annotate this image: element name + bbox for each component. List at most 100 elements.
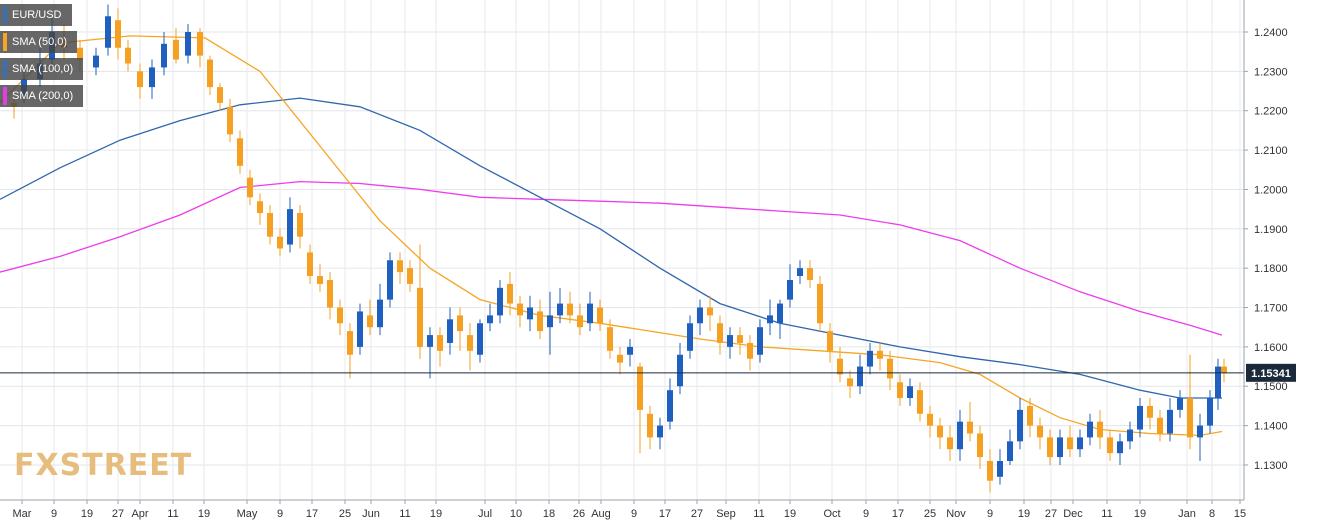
x-tick-label: Nov	[946, 508, 966, 520]
candle-body	[227, 106, 233, 135]
candle	[1127, 421, 1133, 450]
candle-body	[437, 335, 443, 351]
candle-body	[647, 413, 653, 438]
candle-body	[507, 283, 513, 304]
candle-body	[197, 32, 203, 56]
legend-label: EUR/USD	[12, 9, 62, 21]
candle-body	[105, 16, 111, 48]
legend: EUR/USD SMA (50,0) SMA (100,0) SMA (200,…	[0, 4, 84, 112]
candle	[327, 272, 333, 320]
candle	[597, 299, 603, 332]
x-tick-label: 26	[573, 508, 585, 520]
candle-body	[257, 201, 263, 214]
candle-body	[467, 335, 473, 351]
candle-body	[687, 323, 693, 351]
candle	[217, 83, 223, 111]
candle	[567, 291, 573, 324]
candle	[1077, 429, 1083, 458]
candle	[667, 378, 673, 430]
sma50-layer	[0, 35, 1223, 437]
sma50-line	[0, 35, 1223, 437]
candle-body	[837, 358, 843, 375]
x-tick-label: 11	[753, 508, 764, 520]
x-tick-label: 9	[51, 508, 57, 520]
y-tick-label: 1.1600	[1254, 342, 1288, 354]
candle-body	[217, 87, 223, 103]
candle	[1157, 409, 1163, 442]
candle	[1027, 398, 1033, 438]
candle	[537, 299, 543, 340]
candle-body	[317, 276, 323, 284]
candle	[227, 98, 233, 143]
candle	[507, 272, 513, 316]
y-tick-label: 1.2200	[1254, 106, 1288, 118]
candle-body	[93, 55, 99, 68]
candle	[1215, 358, 1221, 410]
x-tick-label: 19	[198, 508, 210, 520]
candle	[747, 335, 753, 371]
candle	[527, 295, 533, 332]
candle	[1047, 429, 1053, 465]
legend-item-sma200[interactable]: SMA (200,0)	[0, 85, 84, 107]
legend-item-eurusd[interactable]: EUR/USD	[0, 4, 72, 26]
candle	[427, 327, 433, 379]
price-line-layer: 1.15341	[0, 363, 1296, 382]
candle-body	[547, 315, 553, 328]
candle	[317, 264, 323, 292]
candle-body	[987, 461, 993, 481]
x-tick-label: 25	[924, 508, 936, 520]
candle	[517, 295, 523, 328]
candle	[777, 299, 783, 340]
candle-body	[1137, 405, 1143, 430]
candle-body	[1057, 437, 1063, 458]
candle	[1017, 398, 1023, 450]
candle	[437, 327, 443, 367]
candle	[627, 339, 633, 367]
legend-item-sma100[interactable]: SMA (100,0)	[0, 58, 84, 80]
y-tick-label: 1.1800	[1254, 263, 1288, 275]
candle	[207, 55, 213, 95]
candle-body	[149, 67, 155, 88]
candle-body	[417, 287, 423, 347]
candle	[797, 260, 803, 284]
candle	[697, 299, 703, 336]
candle	[707, 295, 713, 332]
candle-body	[877, 350, 883, 359]
x-tick-label: 9	[631, 508, 637, 520]
candle-body	[887, 358, 893, 379]
candle-body	[737, 335, 743, 343]
candle	[1221, 358, 1227, 383]
candle	[877, 342, 883, 371]
candle	[1147, 398, 1153, 430]
x-tick-label: 27	[1045, 508, 1057, 520]
candle	[1057, 429, 1063, 465]
x-tick-label: 27	[112, 508, 124, 520]
candle	[547, 291, 553, 355]
candle	[1107, 429, 1113, 462]
candle-body	[247, 177, 253, 198]
candle	[727, 327, 733, 359]
candle-body	[977, 433, 983, 458]
candle-body	[161, 43, 167, 68]
candle-body	[397, 260, 403, 273]
candle-body	[767, 315, 773, 324]
candle-body	[125, 47, 131, 64]
x-tick-label: Jul	[478, 508, 492, 520]
legend-item-sma50[interactable]: SMA (50,0)	[0, 31, 78, 53]
y-tick-label: 1.1400	[1254, 421, 1288, 433]
candle-body	[717, 323, 723, 343]
legend-label: SMA (100,0)	[12, 63, 74, 75]
sma100-layer	[0, 97, 1222, 399]
candle-body	[527, 307, 533, 320]
candle-body	[577, 315, 583, 328]
candle	[477, 319, 483, 363]
candle	[987, 449, 993, 493]
candle	[93, 47, 99, 76]
candle	[1187, 354, 1193, 450]
candle	[387, 252, 393, 308]
y-tick-label: 1.2000	[1254, 184, 1288, 196]
candle-body	[937, 425, 943, 438]
candle	[617, 346, 623, 375]
candle	[767, 299, 773, 336]
